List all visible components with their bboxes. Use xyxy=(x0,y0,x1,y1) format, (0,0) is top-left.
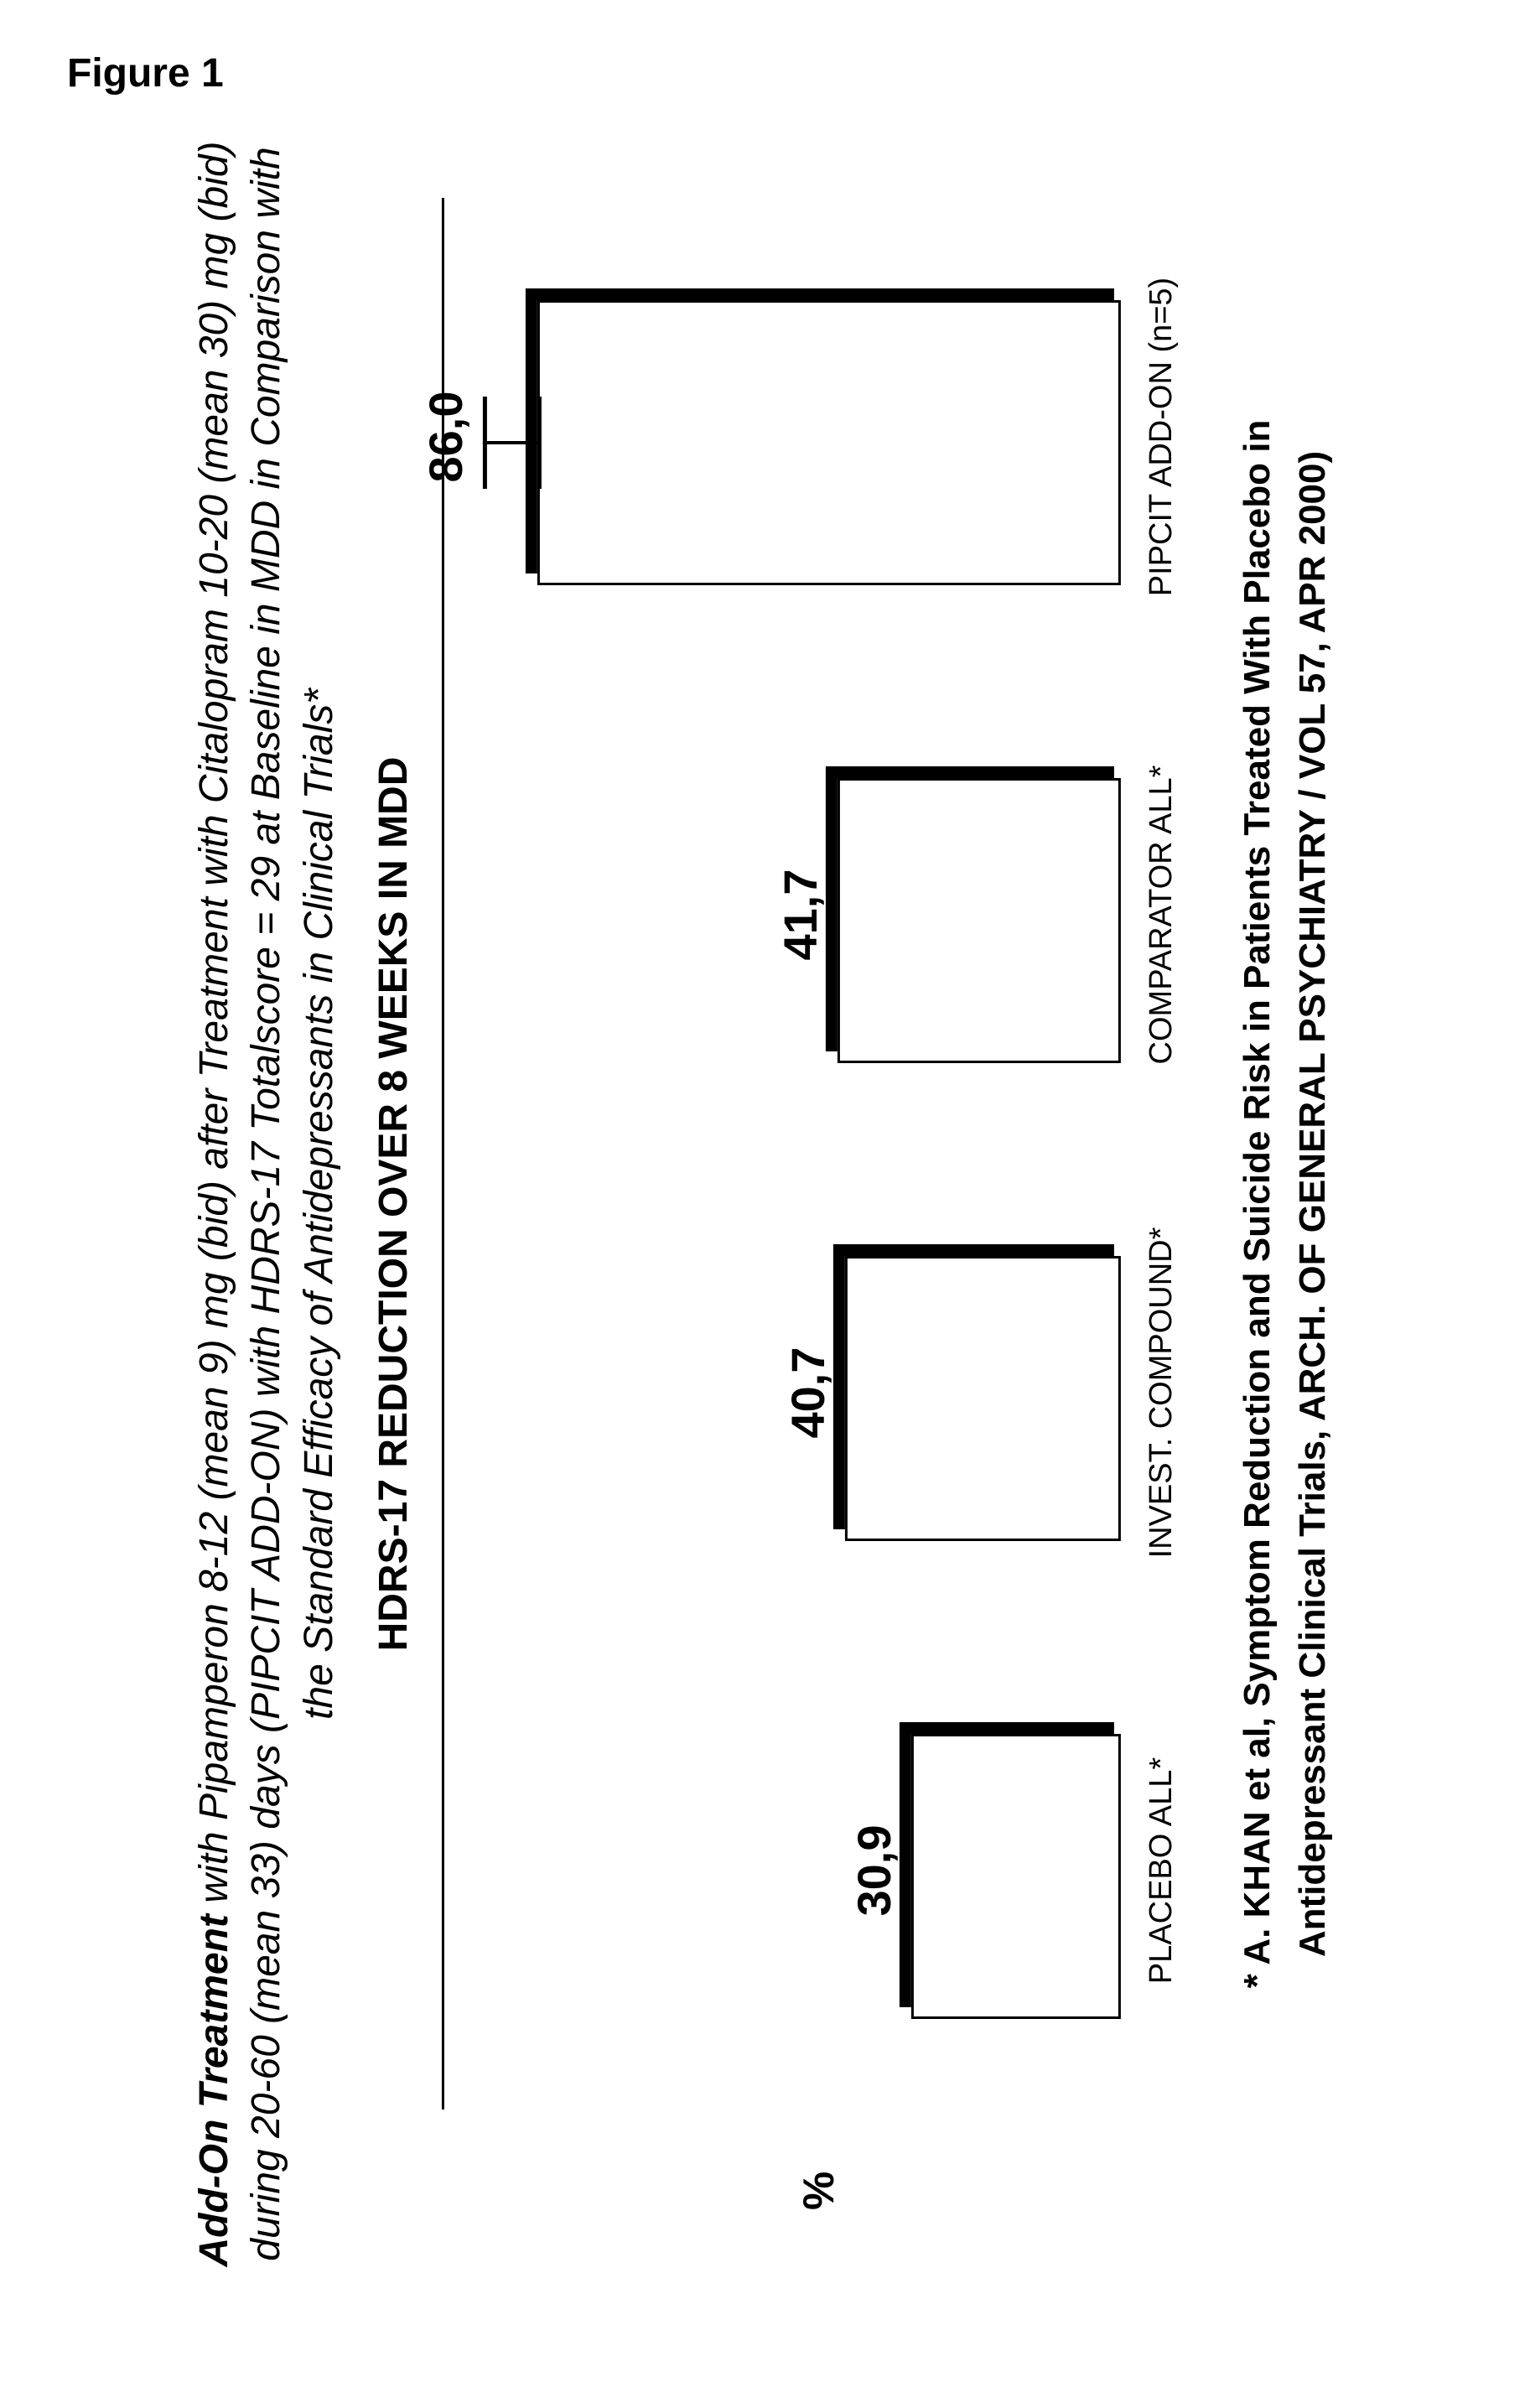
footnote-line-2: Antidepressant Clinical Trials, ARCH. OF… xyxy=(1285,114,1341,2294)
bar-group: 41,7 xyxy=(773,705,1121,1124)
bar xyxy=(838,766,1121,1063)
category-label: INVEST. COMPOUND* xyxy=(1144,1183,1180,1602)
chart-area: % 30,940,741,786,0 PLACEBO ALL*INVEST. C… xyxy=(442,198,1196,2210)
category-label: PLACEBO ALL* xyxy=(1144,1661,1180,2080)
category-labels-row: PLACEBO ALL* INVEST. COMPOUND* COMPARATOR … xyxy=(1144,198,1180,2110)
bar-value-label: 40,7 xyxy=(780,1347,834,1439)
bar-value-label: 86,0 xyxy=(418,392,473,483)
page: Figure 1 Add-On Treatment with Pipampero… xyxy=(34,34,1496,2374)
bar-group: 30,9 xyxy=(847,1661,1121,2080)
category-label: PIPCIT ADD-ON (n=5) xyxy=(1144,227,1180,646)
footnote: * A. KHAN et al, Symptom Reduction and S… xyxy=(1230,114,1341,2294)
bar xyxy=(844,1244,1121,1541)
figure-label: Figure 1 xyxy=(67,50,224,96)
category-label: COMPARATOR ALL* xyxy=(1144,705,1180,1124)
bar xyxy=(537,288,1121,585)
footnote-line-1: * A. KHAN et al, Symptom Reduction and S… xyxy=(1230,114,1285,2294)
bar-value-label: 41,7 xyxy=(773,869,827,961)
bar-value-label: 30,9 xyxy=(847,1825,901,1917)
bar-group: 40,7 xyxy=(780,1183,1121,1602)
y-axis-label: % xyxy=(794,2172,844,2210)
chart-title: HDRS-17 REDUCTION OVER 8 WEEKS IN MDD xyxy=(371,114,417,2294)
rotated-content: Add-On Treatment with Pipamperon 8-12 (m… xyxy=(189,114,1341,2294)
bar-group: 86,0 xyxy=(418,227,1121,646)
main-title: Add-On Treatment with Pipamperon 8-12 (m… xyxy=(189,114,345,2294)
bar xyxy=(911,1722,1121,2019)
title-lead: Add-On Treatment xyxy=(192,1914,236,2266)
bars-row: 30,940,741,786,0 xyxy=(442,198,1121,2110)
